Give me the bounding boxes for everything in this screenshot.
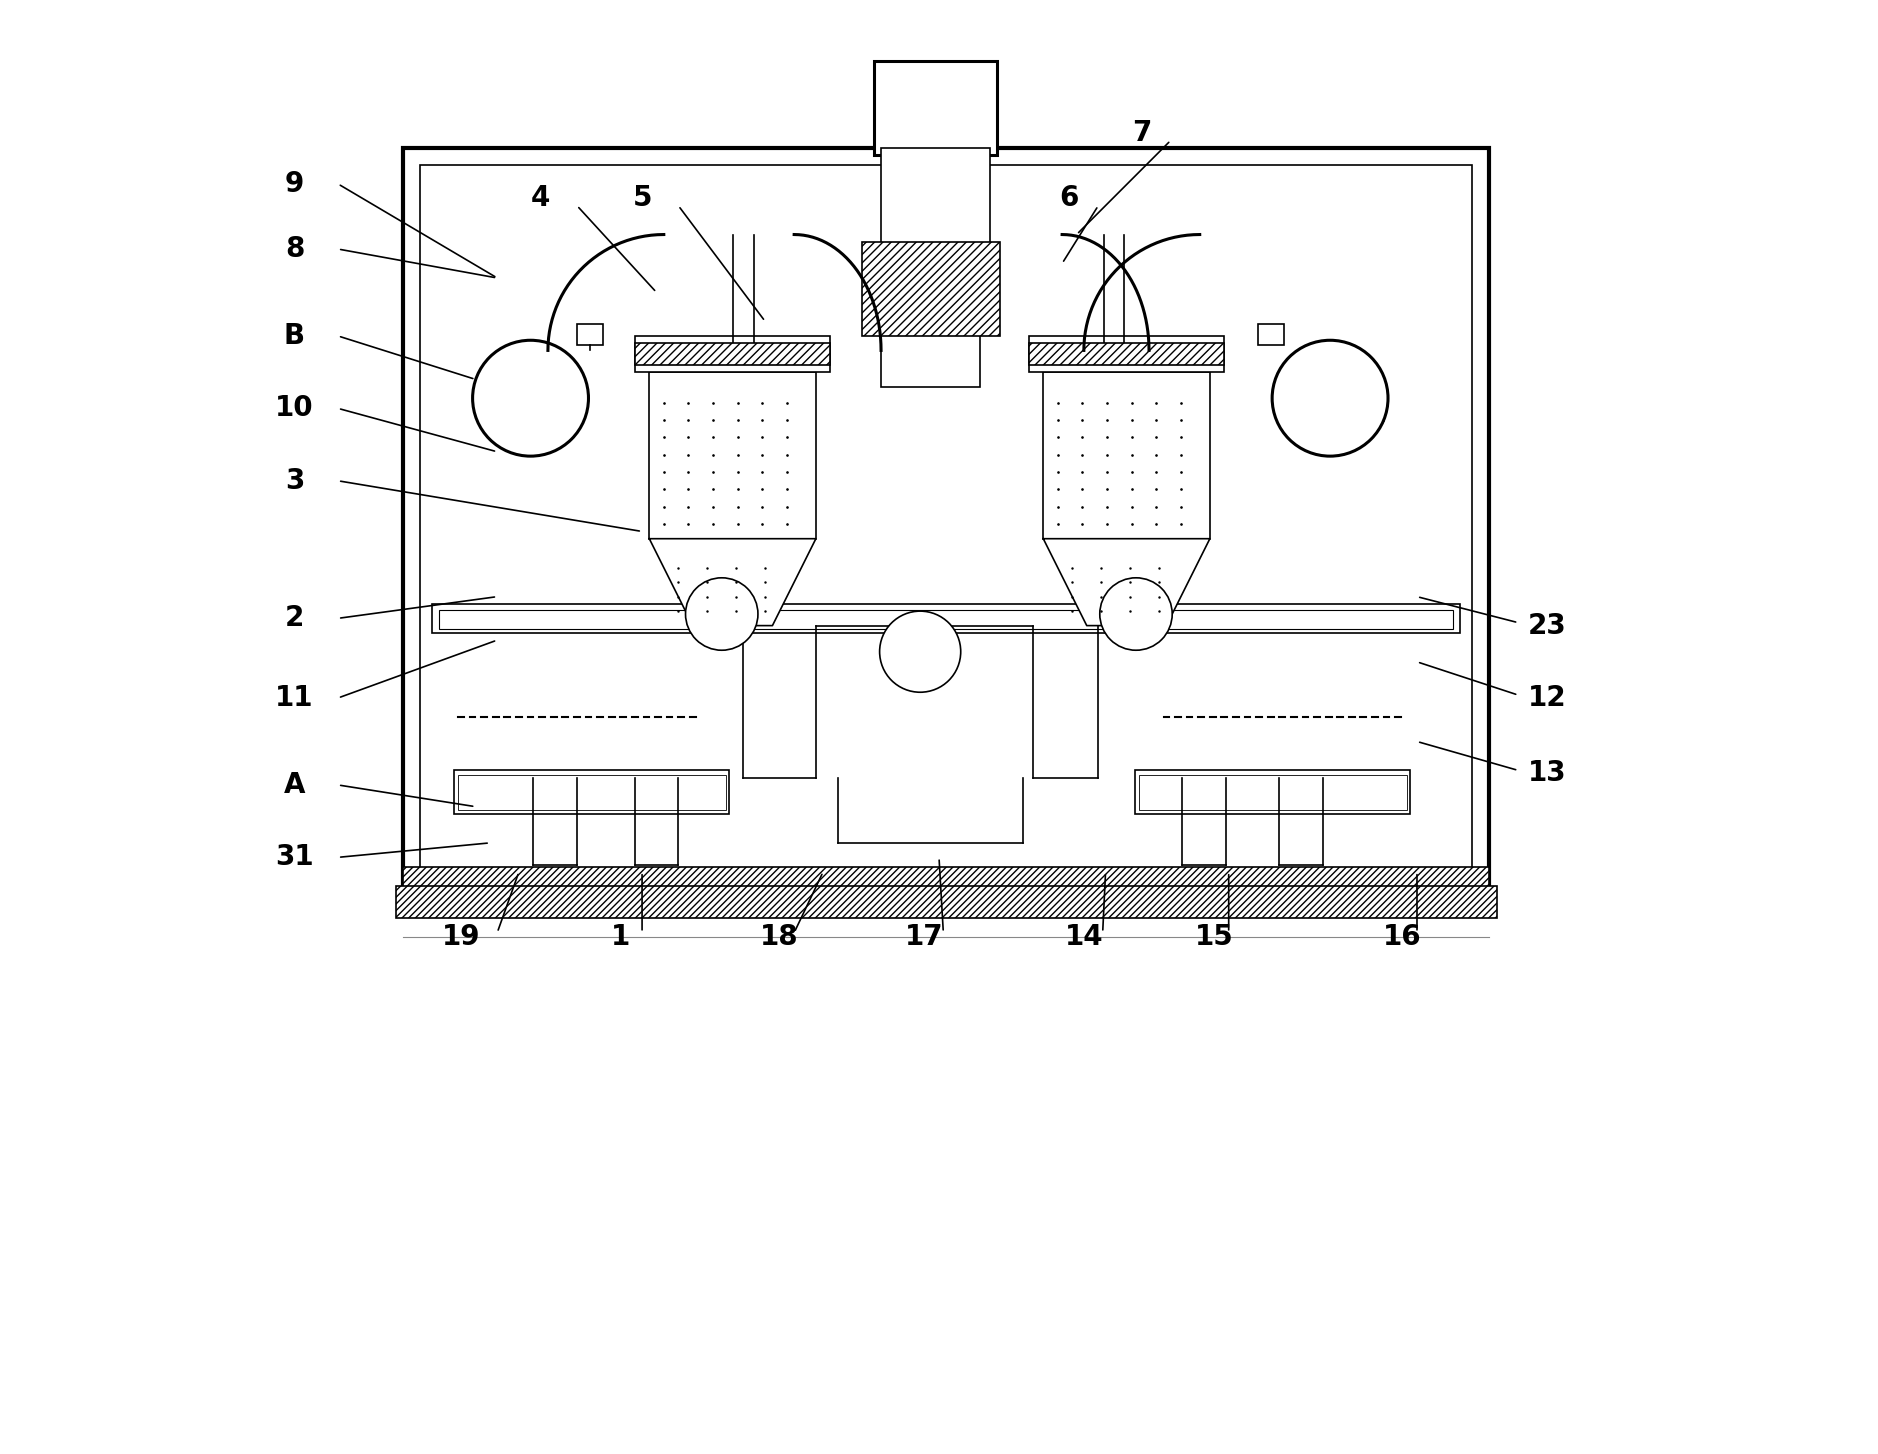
Circle shape [473,340,588,457]
Text: 3: 3 [285,467,304,494]
Bar [1029,336,1224,372]
Bar [421,164,1472,884]
Bar [432,603,1461,632]
Bar [1134,771,1410,814]
Bar [1044,372,1209,538]
Text: 31: 31 [276,843,314,871]
Bar [873,61,997,156]
Circle shape [685,577,759,650]
Text: 5: 5 [633,185,652,212]
Bar [862,241,999,336]
Text: 19: 19 [441,923,481,951]
Text: 4: 4 [531,185,550,212]
Text: 9: 9 [285,170,304,198]
Text: 1: 1 [610,923,629,951]
Text: 7: 7 [1132,119,1151,147]
Bar [404,148,1489,901]
Text: 14: 14 [1065,923,1102,951]
Text: 23: 23 [1529,612,1566,640]
Text: 6: 6 [1059,185,1080,212]
Circle shape [1101,577,1172,650]
Text: 8: 8 [285,236,304,263]
Bar [1029,343,1224,365]
Bar [650,372,815,538]
Polygon shape [1044,538,1209,625]
Text: A: A [284,771,306,798]
Text: 15: 15 [1194,923,1234,951]
Bar [635,336,830,372]
Bar [577,324,603,345]
Polygon shape [650,538,815,625]
Bar [881,148,990,278]
Text: 16: 16 [1384,923,1422,951]
Bar [881,332,980,387]
Bar [404,868,1489,894]
Bar [1258,324,1285,345]
Text: 12: 12 [1529,683,1566,712]
Bar [439,609,1454,628]
Bar [1138,775,1407,810]
Text: 18: 18 [761,923,798,951]
Text: 10: 10 [276,394,314,422]
Circle shape [879,611,962,692]
Circle shape [1271,340,1388,457]
Text: 13: 13 [1529,759,1566,788]
Bar [454,771,729,814]
Text: B: B [284,321,304,350]
Text: 11: 11 [276,683,314,712]
Text: 2: 2 [285,605,304,632]
Bar [458,775,727,810]
Text: 17: 17 [905,923,945,951]
Bar [396,887,1497,917]
Bar [635,343,830,365]
